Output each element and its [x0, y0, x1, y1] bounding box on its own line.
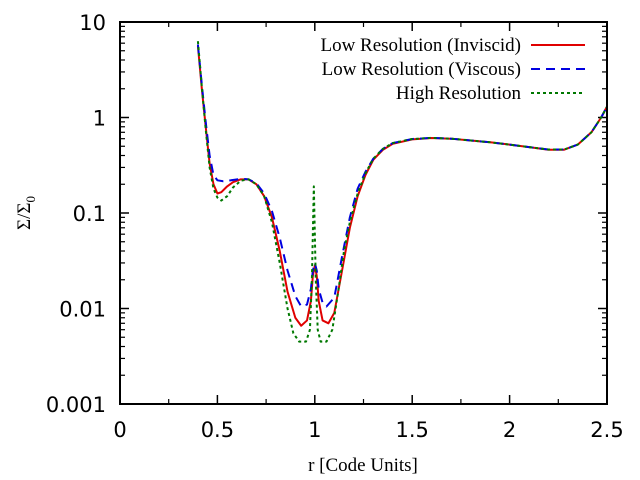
y-tick-label: 1: [93, 107, 106, 131]
y-axis-title: Σ/Σ0: [14, 196, 38, 230]
legend-label-3: High Resolution: [396, 83, 522, 104]
y-axis-title-subscript: 0: [23, 196, 38, 203]
y-tick-label: 0.01: [59, 298, 106, 322]
series-group: [196, 41, 607, 343]
x-tick-label: 1.5: [395, 418, 428, 442]
x-tick-label: 0: [113, 418, 126, 442]
y-tick-label: 10: [79, 11, 106, 35]
plot-frame: [119, 21, 608, 405]
y-axis-title-main: Σ/Σ: [14, 203, 35, 230]
axis-tick-labels: 0 0.5 1 1.5 2 2.5 0.001 0.01 0.1 1 10: [46, 11, 624, 442]
legend-label-1: Low Resolution (Inviscid): [320, 35, 521, 56]
legend: Low Resolution (Inviscid) Low Resolution …: [320, 35, 585, 104]
x-axis-title: r [Code Units]: [308, 455, 418, 476]
legend-label-2: Low Resolution (Viscous): [322, 59, 521, 80]
x-tick-label: 2: [503, 418, 516, 442]
x-tick-label: 2.5: [590, 418, 623, 442]
x-tick-label: 1: [308, 418, 321, 442]
x-tick-label: 0.5: [201, 418, 234, 442]
y-tick-label: 0.1: [73, 202, 106, 226]
series-line-3: [196, 41, 607, 343]
y-tick-label: 0.001: [46, 393, 106, 417]
